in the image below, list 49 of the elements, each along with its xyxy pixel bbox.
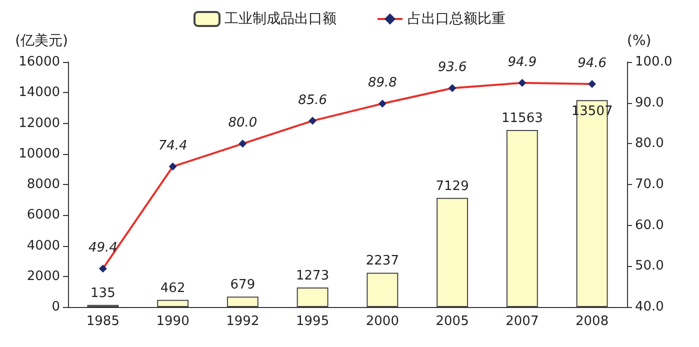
y2-tick-label: 40.0	[635, 300, 664, 314]
x-tick-label: 1985	[86, 314, 120, 329]
bar	[436, 198, 468, 307]
bar	[506, 130, 538, 307]
y2-tick-label: 80.0	[635, 136, 664, 152]
data-label: 11563	[502, 110, 543, 126]
y-tick-label: 12000	[18, 116, 60, 131]
data-label: 94.9	[508, 54, 537, 70]
data-label: 89.8	[368, 76, 397, 91]
data-label: 2237	[366, 254, 399, 269]
data-label: 679	[230, 278, 256, 293]
y-tick-label: 0	[52, 300, 60, 314]
y-tick-label: 6000	[26, 208, 60, 223]
legend-label: 占出口总额比重	[408, 11, 506, 27]
data-label: 85.6	[298, 92, 328, 108]
bar	[157, 300, 189, 307]
y-tick-label: 16000	[18, 54, 60, 70]
data-label: 94.6	[578, 56, 607, 72]
x-tick-label: 2000	[366, 314, 399, 329]
y-axis-title: (亿美元)	[15, 33, 68, 49]
y-tick-label: 10000	[18, 146, 60, 162]
data-label: 93.6	[438, 60, 467, 76]
y2-tick-label: 50.0	[635, 258, 664, 274]
x-tick-label: 2008	[576, 314, 609, 329]
x-tick-label: 2005	[436, 314, 469, 329]
y2-tick-label: 90.0	[635, 95, 664, 110]
legend-label: 工业制成品出口额	[224, 11, 336, 27]
data-label: 135	[90, 286, 116, 301]
x-tick-label: 1992	[226, 314, 260, 329]
bar	[366, 272, 398, 307]
data-label: 74.4	[158, 138, 188, 154]
bar	[296, 288, 328, 307]
y-tick-label: 8000	[26, 177, 60, 192]
x-tick-label: 2007	[506, 314, 539, 329]
x-tick-label: 1990	[156, 314, 190, 329]
data-label: 1273	[296, 268, 330, 284]
data-label: 462	[160, 280, 186, 296]
data-label: 49.4	[88, 240, 118, 256]
bar	[226, 296, 258, 307]
data-label: 7129	[436, 178, 469, 194]
y2-axis-title: (%)	[627, 33, 652, 49]
y-tick-label: 14000	[18, 85, 60, 100]
x-tick-label: 1995	[296, 314, 330, 329]
y-tick-label: 4000	[26, 238, 60, 254]
data-label: 80.0	[228, 116, 258, 131]
y2-tick-label: 60.0	[635, 218, 664, 233]
y-tick-label: 2000	[26, 268, 60, 284]
y2-tick-label: 70.0	[635, 177, 664, 192]
y2-tick-label: 100.0	[635, 54, 672, 70]
